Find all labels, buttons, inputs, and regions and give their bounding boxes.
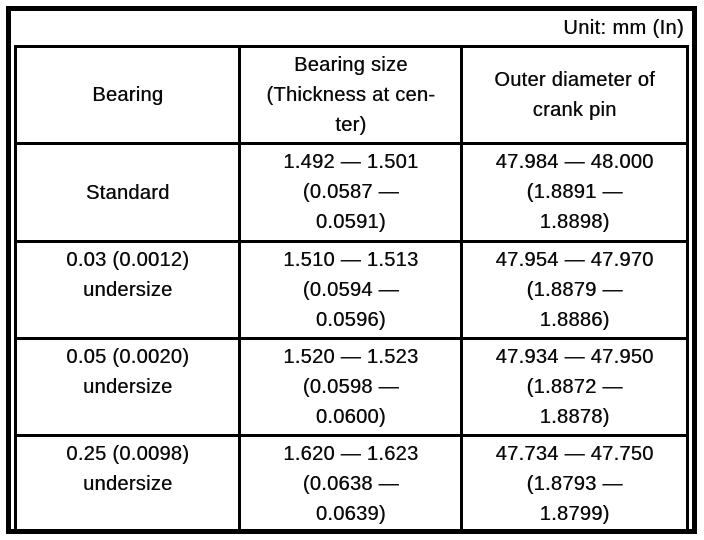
cell-bearing: 0.03 (0.0012) undersize	[13, 240, 242, 340]
header-bearing: Bearing	[13, 45, 242, 145]
cell-outer-diameter: 47.934 — 47.950 (1.8872 — 1.8878)	[460, 337, 689, 437]
cell-bearing: 0.25 (0.0098) undersize	[13, 434, 242, 534]
cell-bearing-size: 1.510 — 1.513 (0.0594 — 0.0596)	[238, 240, 464, 340]
table-row: Standard 1.492 — 1.501 (0.0587 — 0.0591)…	[13, 142, 689, 243]
cell-bearing: 0.05 (0.0020) undersize	[13, 337, 242, 437]
cell-outer-diameter: 47.984 — 48.000 (1.8891 — 1.8898)	[460, 142, 689, 243]
unit-label: Unit: mm (In)	[563, 16, 684, 39]
cell-bearing-size: 1.492 — 1.501 (0.0587 — 0.0591)	[238, 142, 464, 243]
header-bearing-size: Bearing size (Thickness at cen- ter)	[238, 45, 464, 145]
table-header-row: Bearing Bearing size (Thickness at cen- …	[13, 45, 689, 145]
table-row: 0.05 (0.0020) undersize 1.520 — 1.523 (0…	[13, 337, 689, 437]
table-row: 0.03 (0.0012) undersize 1.510 — 1.513 (0…	[13, 240, 689, 340]
bearing-spec-table: Bearing Bearing size (Thickness at cen- …	[13, 45, 689, 534]
cell-bearing-size: 1.620 — 1.623 (0.0638 — 0.0639)	[238, 434, 464, 534]
cell-outer-diameter: 47.734 — 47.750 (1.8793 — 1.8799)	[460, 434, 689, 534]
cell-outer-diameter: 47.954 — 47.970 (1.8879 — 1.8886)	[460, 240, 689, 340]
table-row: 0.25 (0.0098) undersize 1.620 — 1.623 (0…	[13, 434, 689, 534]
cell-bearing-size: 1.520 — 1.523 (0.0598 — 0.0600)	[238, 337, 464, 437]
header-outer-diameter: Outer diameter of crank pin	[460, 45, 689, 145]
spec-table-frame: Unit: mm (In) Bearing Bearing size (Thic…	[6, 6, 697, 534]
cell-bearing: Standard	[13, 142, 242, 243]
